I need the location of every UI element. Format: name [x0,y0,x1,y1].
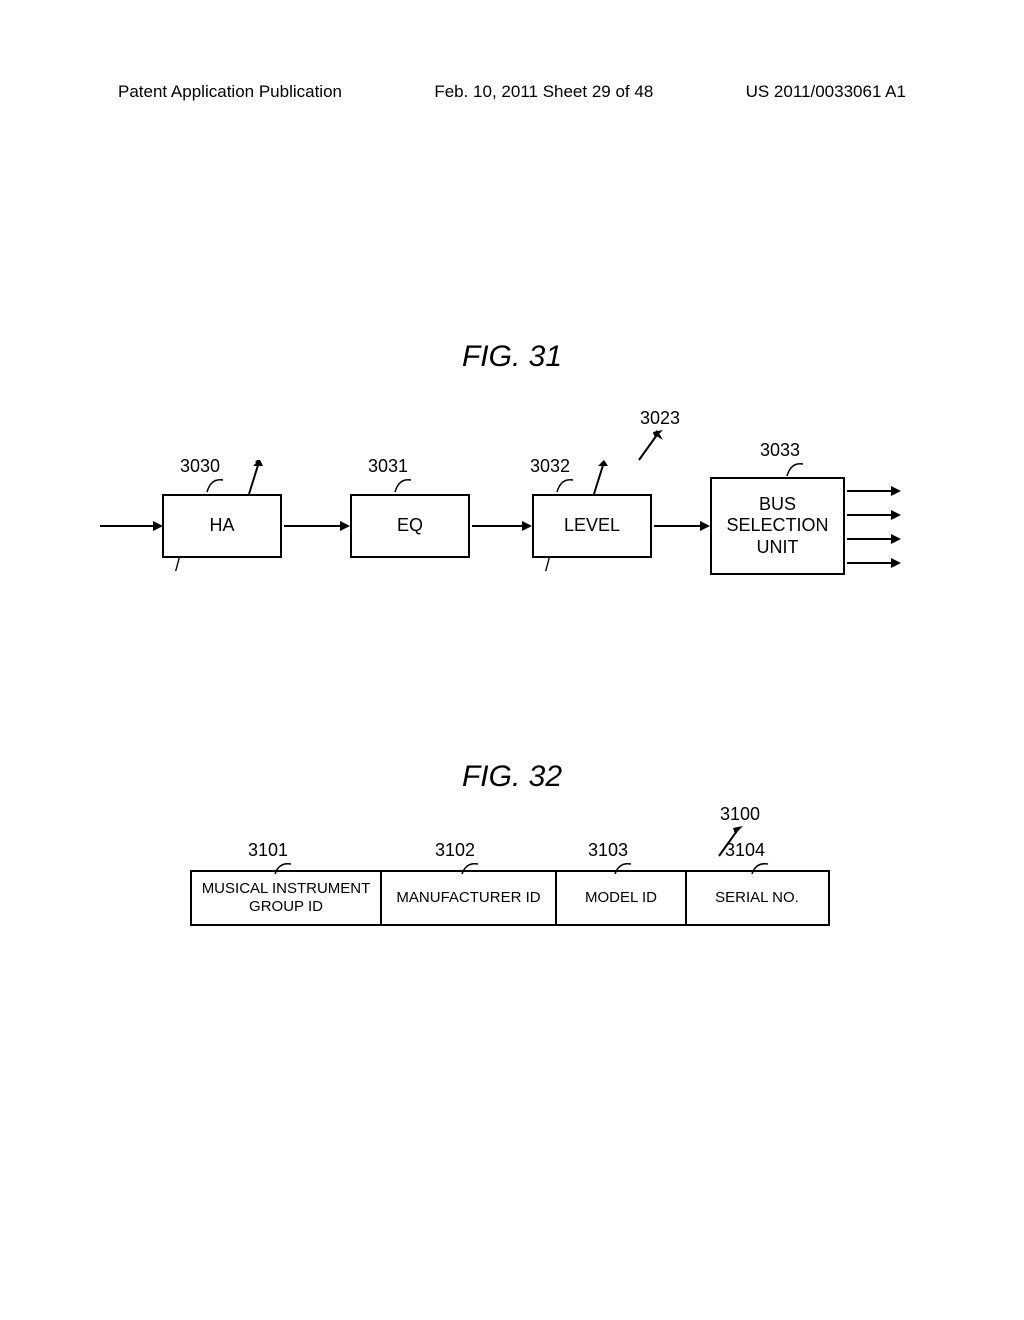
out-arrow-1-line [847,490,893,492]
out-arrow-2-line [847,514,893,516]
arrow-ha-eq-line [284,525,342,527]
hook-3103 [613,860,633,876]
ref-3100: 3100 [720,804,760,825]
out-arrow-2-head [891,510,901,520]
out-arrow-3-head [891,534,901,544]
tick-ha-bottom: / [175,555,180,576]
tick-ha-top [245,460,265,496]
block-eq: EQ [350,494,470,558]
arrow-level-bus-line [654,525,702,527]
arrow-eq-level-line [472,525,524,527]
out-arrow-1-head [891,486,901,496]
ref-3103: 3103 [588,840,628,861]
hook-3102 [460,860,480,876]
out-arrow-3-line [847,538,893,540]
col-manufacturer-id: MANUFACTURER ID [382,872,557,924]
header-left: Patent Application Publication [118,82,342,102]
fig32-diagram: 3100 3101 3102 3103 3104 MUSICAL INSTRUM… [190,870,830,926]
fig31-diagram: 3023 HA 3030 / EQ 3031 LEVEL 3032 [100,470,920,620]
arrow-eq-level-head [522,521,532,531]
fig32-title: FIG. 32 [0,760,1024,794]
ref-3032: 3032 [530,456,570,477]
ref-3031: 3031 [368,456,408,477]
arrow-level-bus-head [700,521,710,531]
hook-3032 [555,476,575,494]
hook-3104 [750,860,770,876]
arrow-ha-eq-head [340,521,350,531]
block-bus: BUS SELECTION UNIT [710,477,845,575]
out-arrow-4-line [847,562,893,564]
ref-3104: 3104 [725,840,765,861]
col-model-id: MODEL ID [557,872,687,924]
ref-3101: 3101 [248,840,288,861]
hook-3033 [785,460,805,478]
fig31-title: FIG. 31 [0,340,1024,374]
ref-3023: 3023 [640,408,680,429]
out-arrow-4-head [891,558,901,568]
hook-3030 [205,476,225,494]
hook-3031 [393,476,413,494]
block-ha-label: HA [209,515,234,537]
col-serial-no: SERIAL NO. [687,872,827,924]
tick-level-top [590,460,610,496]
block-level-label: LEVEL [564,515,620,537]
hook-3101 [273,860,293,876]
page-header: Patent Application Publication Feb. 10, … [0,82,1024,102]
ref-3030: 3030 [180,456,220,477]
tick-level-bottom: / [545,555,550,576]
fig32-table: MUSICAL INSTRUMENT GROUP ID MANUFACTURER… [190,870,830,926]
arrow-3023 [635,430,675,470]
block-level: LEVEL [532,494,652,558]
header-center: Feb. 10, 2011 Sheet 29 of 48 [434,82,653,102]
ref-3033: 3033 [760,440,800,461]
input-arrow-line [100,525,155,527]
header-right: US 2011/0033061 A1 [746,82,906,102]
col-group-id: MUSICAL INSTRUMENT GROUP ID [192,872,382,924]
block-bus-label: BUS SELECTION UNIT [726,494,828,559]
ref-3102: 3102 [435,840,475,861]
block-ha: HA [162,494,282,558]
block-eq-label: EQ [397,515,423,537]
